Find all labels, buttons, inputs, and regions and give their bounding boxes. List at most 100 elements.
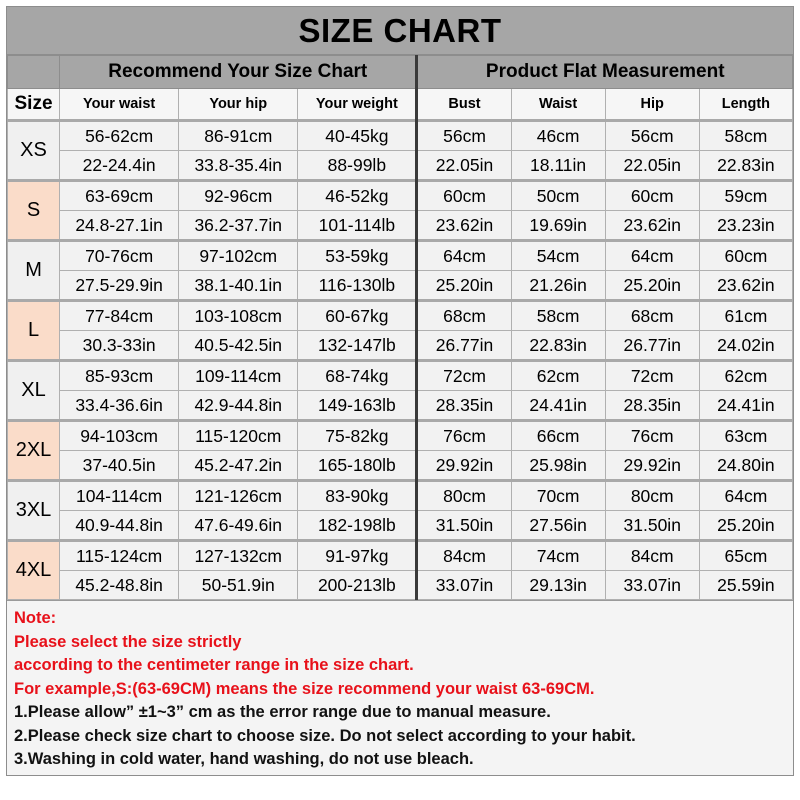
size-label-2xl: 2XL (7, 419, 61, 481)
cell-metric: 68cm (415, 299, 512, 331)
cell-metric: 115-124cm (59, 539, 180, 571)
table-row: XS 56-62cm 86-91cm 40-45kg 56cm 46cm 56cm 58cm (7, 119, 793, 181)
cell-imperial: 182-198lb (297, 510, 418, 541)
cell-metric: 63cm (698, 419, 793, 451)
cell-metric: 72cm (415, 359, 512, 391)
note-line-7: 3.Washing in cold water, hand washing, d… (14, 750, 474, 768)
table-row: 22-24.4in 33.8-35.4in 88-99lb 22.05in 18.11i… (8, 150, 793, 181)
cell-metric: 80cm (415, 479, 512, 511)
table-row: 24.8-27.1in 36.2-37.7in 101-114lb 23.62in 19… (8, 210, 793, 241)
column-header-hip: Hip (604, 88, 700, 121)
cell-imperial: 29.92in (415, 450, 512, 481)
column-header-your-waist: Your waist (59, 88, 180, 121)
size-chart-root: SIZE CHART Recommend Your Size Chart Pro… (6, 6, 794, 776)
cell-imperial: 23.62in (698, 270, 793, 301)
table-row: 27.5-29.9in 38.1-40.1in 116-130lb 25.20in 21… (8, 270, 793, 301)
chart-title-bar: SIZE CHART (7, 7, 793, 55)
table-row: 45.2-48.8in 50-51.9in 200-213lb 33.07in 29.1… (8, 570, 793, 600)
cell-imperial: 33.07in (604, 570, 700, 600)
cell-imperial: 33.07in (415, 570, 512, 600)
cell-metric: 94-103cm (59, 419, 180, 451)
notes-section: Note: Please select the size strictly acco… (7, 600, 793, 775)
column-header-size: Size (7, 88, 61, 121)
cell-metric: 50cm (510, 179, 606, 211)
cell-metric: 58cm (698, 119, 793, 151)
cell-metric: 54cm (510, 239, 606, 271)
cell-imperial: 200-213lb (297, 570, 418, 600)
cell-imperial: 27.56in (510, 510, 606, 541)
cell-metric: 59cm (698, 179, 793, 211)
cell-metric: 60cm (698, 239, 793, 271)
size-label-xs: XS (7, 119, 61, 181)
cell-imperial: 38.1-40.1in (178, 270, 299, 301)
cell-metric: 115-120cm (178, 419, 299, 451)
cell-imperial: 25.20in (698, 510, 793, 541)
cell-imperial: 36.2-37.7in (178, 210, 299, 241)
table-row: L 77-84cm 103-108cm 60-67kg 68cm 58cm 68cm 61cm (7, 299, 793, 361)
cell-metric: 63-69cm (59, 179, 180, 211)
cell-imperial: 25.59in (698, 570, 793, 600)
cell-imperial: 22.83in (510, 330, 606, 361)
table-row: 30.3-33in 40.5-42.5in 132-147lb 26.77in 22.8… (8, 330, 793, 361)
cell-metric: 56cm (415, 119, 512, 151)
size-table: Recommend Your Size Chart Product Flat M… (7, 55, 793, 600)
column-header-your-hip: Your hip (178, 88, 299, 121)
note-line-1: Note: (14, 609, 57, 627)
cell-imperial: 50-51.9in (178, 570, 299, 600)
cell-metric: 70-76cm (59, 239, 180, 271)
cell-imperial: 24.02in (698, 330, 793, 361)
table-row: 3XL 104-114cm 121-126cm 83-90kg 80cm 70cm 80cm… (7, 479, 793, 541)
cell-metric: 121-126cm (178, 479, 299, 511)
column-header-row: Size Your waist Your hip Your weight Bus… (7, 88, 793, 121)
cell-imperial: 28.35in (415, 390, 512, 421)
cell-imperial: 22-24.4in (59, 150, 180, 181)
cell-imperial: 132-147lb (297, 330, 418, 361)
cell-metric: 91-97kg (297, 539, 418, 571)
note-line-3: according to the centimeter range in the… (14, 656, 414, 674)
table-row: 4XL 115-124cm 127-132cm 91-97kg 84cm 74cm 84cm… (7, 539, 793, 600)
cell-metric: 64cm (415, 239, 512, 271)
column-header-waist: Waist (510, 88, 606, 121)
cell-metric: 109-114cm (178, 359, 299, 391)
cell-imperial: 29.92in (604, 450, 700, 481)
cell-imperial: 47.6-49.6in (178, 510, 299, 541)
group-header-product: Product Flat Measurement (415, 55, 793, 89)
table-row: XL 85-93cm 109-114cm 68-74kg 72cm 62cm 72cm 62c… (7, 359, 793, 421)
cell-metric: 62cm (510, 359, 606, 391)
size-label-3xl: 3XL (7, 479, 61, 541)
cell-metric: 76cm (604, 419, 700, 451)
cell-metric: 65cm (698, 539, 793, 571)
cell-metric: 64cm (698, 479, 793, 511)
cell-metric: 85-93cm (59, 359, 180, 391)
cell-metric: 127-132cm (178, 539, 299, 571)
cell-imperial: 25.20in (604, 270, 700, 301)
size-label-s: S (7, 179, 61, 241)
cell-imperial: 88-99lb (297, 150, 418, 181)
cell-imperial: 37-40.5in (59, 450, 180, 481)
cell-metric: 84cm (604, 539, 700, 571)
cell-imperial: 24.41in (510, 390, 606, 421)
cell-metric: 58cm (510, 299, 606, 331)
cell-imperial: 24.41in (698, 390, 793, 421)
cell-metric: 61cm (698, 299, 793, 331)
cell-imperial: 40.5-42.5in (178, 330, 299, 361)
cell-imperial: 25.20in (415, 270, 512, 301)
note-line-5: 1.Please allow” ±1~3” cm as the error ra… (14, 703, 551, 721)
cell-imperial: 26.77in (415, 330, 512, 361)
cell-metric: 68-74kg (297, 359, 418, 391)
cell-imperial: 33.4-36.6in (59, 390, 180, 421)
cell-metric: 104-114cm (59, 479, 180, 511)
table-header: Recommend Your Size Chart Product Flat M… (7, 55, 793, 121)
cell-imperial: 29.13in (510, 570, 606, 600)
cell-imperial: 30.3-33in (59, 330, 180, 361)
cell-imperial: 26.77in (604, 330, 700, 361)
cell-metric: 68cm (604, 299, 700, 331)
group-header-row: Recommend Your Size Chart Product Flat M… (7, 55, 793, 89)
cell-imperial: 21.26in (510, 270, 606, 301)
cell-imperial: 25.98in (510, 450, 606, 481)
cell-imperial: 40.9-44.8in (59, 510, 180, 541)
cell-imperial: 24.8-27.1in (59, 210, 180, 241)
table-row: 2XL 94-103cm 115-120cm 75-82kg 76cm 66cm 76cm 6… (7, 419, 793, 481)
group-header-recommend: Recommend Your Size Chart (59, 55, 418, 89)
table-body: XS 56-62cm 86-91cm 40-45kg 56cm 46cm 56cm 58cm 2… (7, 119, 793, 600)
